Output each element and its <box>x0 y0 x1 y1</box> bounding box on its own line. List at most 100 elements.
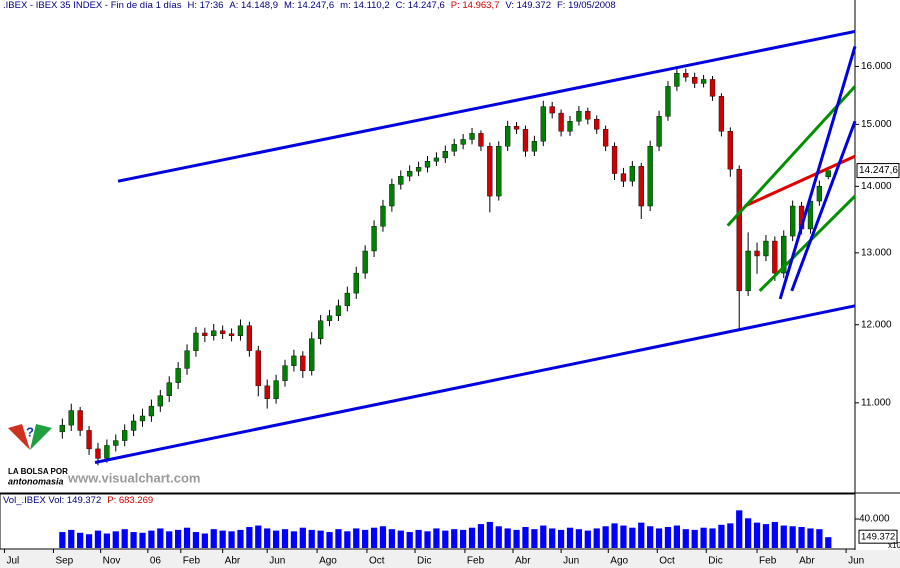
volume-bar <box>166 531 173 548</box>
candle-body <box>326 315 333 321</box>
y-tick-label: 14.000 <box>861 181 892 192</box>
volume-bar <box>531 529 538 548</box>
volume-bar <box>709 528 716 548</box>
header-item: .IBEX - IBEX 35 INDEX - Fin de día 1 día… <box>3 0 182 11</box>
candle-body <box>407 170 413 177</box>
volume-bar <box>798 526 805 548</box>
candle-body <box>513 126 520 130</box>
candle-body <box>86 430 92 450</box>
volume-bar <box>370 527 378 548</box>
candle-body <box>228 333 235 336</box>
candle-body <box>647 146 653 207</box>
candle-body <box>415 167 422 172</box>
volume-bar <box>549 528 556 548</box>
trend-line <box>790 120 857 292</box>
volume-bar <box>424 531 431 548</box>
last-price-box <box>856 163 900 179</box>
candle-body <box>273 380 279 399</box>
candle-body <box>549 106 555 114</box>
candle-body <box>175 368 181 383</box>
volume-bar <box>103 533 110 548</box>
candle-body <box>611 146 618 174</box>
candle-body <box>130 420 137 431</box>
volume-bar <box>620 525 627 548</box>
volume-bar <box>68 529 75 548</box>
candle-body <box>246 325 253 351</box>
candle-body <box>95 448 101 459</box>
volume-bar <box>593 528 600 548</box>
candle-body <box>567 121 573 132</box>
candle-body <box>220 330 226 334</box>
volume-bar <box>388 529 395 548</box>
volume-bar <box>433 528 440 548</box>
candle-body <box>638 166 644 207</box>
candle-body <box>754 250 760 257</box>
volume-bar <box>148 530 155 548</box>
y-tick-label: 16.000 <box>861 61 892 72</box>
volume-bar <box>540 525 547 548</box>
header-item: P: 14.963,7 <box>450 0 500 11</box>
volume-bar <box>477 524 485 548</box>
trend-line <box>726 85 857 227</box>
volume-bar <box>629 527 636 548</box>
logo-line1: LA BOLSA POR <box>8 467 68 476</box>
candle-body <box>772 240 778 274</box>
candle-body <box>157 395 163 407</box>
candle-body <box>424 161 431 168</box>
trend-line <box>94 304 856 464</box>
x-tick-label: Ago <box>610 556 628 567</box>
volume-bar <box>85 534 93 548</box>
y-tick-label: 11.000 <box>861 397 891 408</box>
volume-bar <box>397 530 404 548</box>
volume-bar <box>237 529 244 548</box>
scale-note: x10 <box>888 541 900 550</box>
volume-bar <box>816 529 823 548</box>
header-item: V: 149.372 <box>505 0 551 11</box>
volume-bar <box>825 537 832 548</box>
y-tick-label: 13.000 <box>861 247 892 258</box>
logo: ? LA BOLSA POR antonomasia <box>8 424 68 486</box>
candle-body <box>344 292 350 307</box>
x-tick-label: Oct <box>369 556 385 567</box>
candle-body <box>362 250 368 274</box>
volume-bar <box>584 530 591 548</box>
chart-header: Vol_.IBEX Vol: 149.372 P: 683.269 <box>3 495 159 506</box>
candle-body <box>184 350 190 369</box>
x-tick-label: Ago <box>319 556 337 567</box>
candle-body <box>825 170 831 178</box>
header-item: Vol_.IBEX Vol: 149.372 <box>3 495 102 506</box>
candle-body <box>620 173 627 182</box>
x-tick-label: Jun <box>563 556 579 567</box>
candle-body <box>317 320 324 339</box>
logo-shape <box>30 424 52 450</box>
candle-body <box>558 112 564 132</box>
x-tick-label: Abr <box>225 556 241 567</box>
volume-bar <box>308 529 315 548</box>
candle-body <box>781 235 787 274</box>
candle-body <box>166 382 172 396</box>
volume-bar <box>762 524 770 548</box>
x-tick-label: Feb <box>467 556 485 567</box>
volume-bar <box>326 532 333 548</box>
volume-bar <box>745 518 752 548</box>
volume-bar <box>415 529 422 548</box>
x-tick-label: Jul <box>6 556 19 567</box>
header-item: F: 19/05/2008 <box>556 0 616 11</box>
candle-body <box>300 355 306 371</box>
volume-bar <box>299 527 306 548</box>
candle-body <box>602 128 609 147</box>
candle-body <box>442 151 448 159</box>
volume-bar <box>727 523 734 548</box>
x-tick-label: Jun <box>269 556 285 567</box>
candle-body <box>389 184 395 207</box>
candle-body <box>335 305 342 316</box>
candle-body <box>237 325 244 336</box>
volume-bar <box>566 527 574 548</box>
candle-body <box>629 166 635 182</box>
volume-bar <box>780 525 787 548</box>
volume-bar <box>335 529 342 548</box>
candle-body <box>148 405 155 417</box>
volume-bar <box>504 528 511 548</box>
volume-bar <box>753 522 761 548</box>
